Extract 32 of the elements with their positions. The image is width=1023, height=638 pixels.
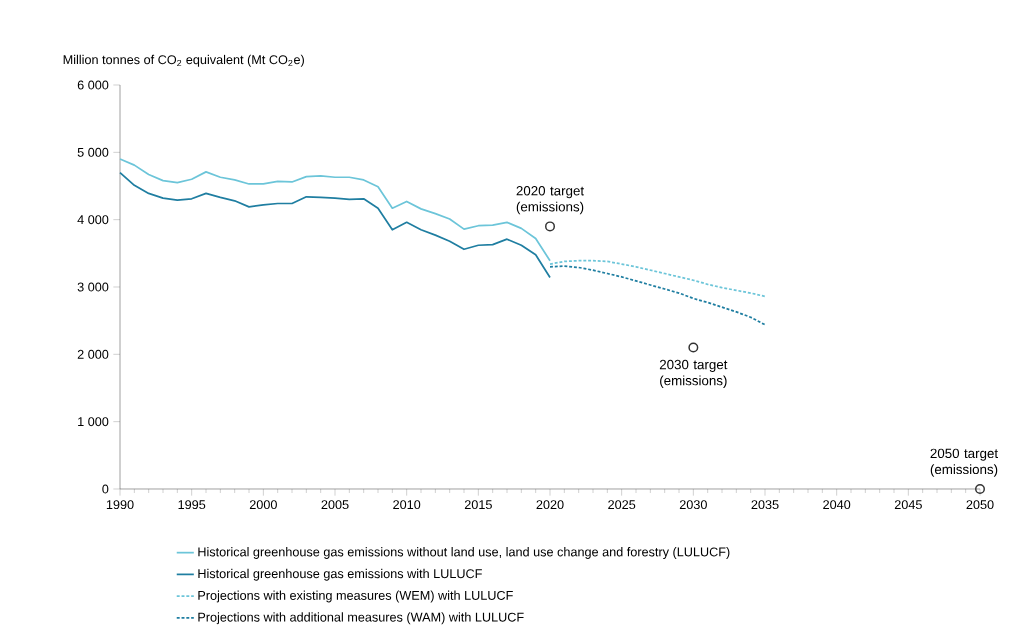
y-tick-label: 4 000 xyxy=(77,215,109,225)
x-tick-label: 2040 xyxy=(823,500,851,510)
y-tick-label: 3 000 xyxy=(77,282,109,292)
x-tick-label: 2050 xyxy=(966,500,994,510)
x-tick-label: 2045 xyxy=(894,500,922,510)
x-tick-label: 2035 xyxy=(751,500,779,510)
point xyxy=(688,342,699,353)
x-tick-label: 1990 xyxy=(106,500,134,510)
x-tick-label: 2010 xyxy=(393,500,421,510)
point xyxy=(545,221,556,232)
annotation: 2020 target (emissions) xyxy=(516,186,584,215)
annotation: 2030 target (emissions) xyxy=(659,359,728,388)
legend-label: Projections with additional measures (WAM) with LULUCF xyxy=(198,612,524,625)
y-tick-label: 2 000 xyxy=(77,349,109,359)
y-axis-title: Million tonnes of CO$_{2}$ equivalent (Mt CO$_{2}$e) xyxy=(63,54,304,67)
x-tick-label: 2000 xyxy=(249,500,277,510)
legend-label: Historical greenhouse gas emissions with LULUCF xyxy=(198,568,482,581)
point xyxy=(975,483,986,494)
y-tick-label: 6 000 xyxy=(77,80,109,90)
legend-label: Historical greenhouse gas emissions without land use, land use change and forestry (LULUCF) xyxy=(198,547,730,559)
x-tick-label: 2020 xyxy=(536,500,564,510)
line-series xyxy=(549,265,766,326)
x-tick-label: 2030 xyxy=(679,500,707,510)
y-tick-label: 0 xyxy=(102,484,109,494)
legend-label: Projections with existing measures (WEM) with LULUCF xyxy=(198,590,513,603)
x-tick-label: 1995 xyxy=(178,500,206,510)
x-tick-label: 2005 xyxy=(321,500,349,510)
annotation: 2050 target (emissions) xyxy=(930,448,998,477)
x-tick-label: 2015 xyxy=(464,500,492,510)
x-tick-label: 2025 xyxy=(608,500,636,510)
y-tick-label: 5 000 xyxy=(77,147,109,157)
y-tick-label: 1 000 xyxy=(78,417,109,427)
